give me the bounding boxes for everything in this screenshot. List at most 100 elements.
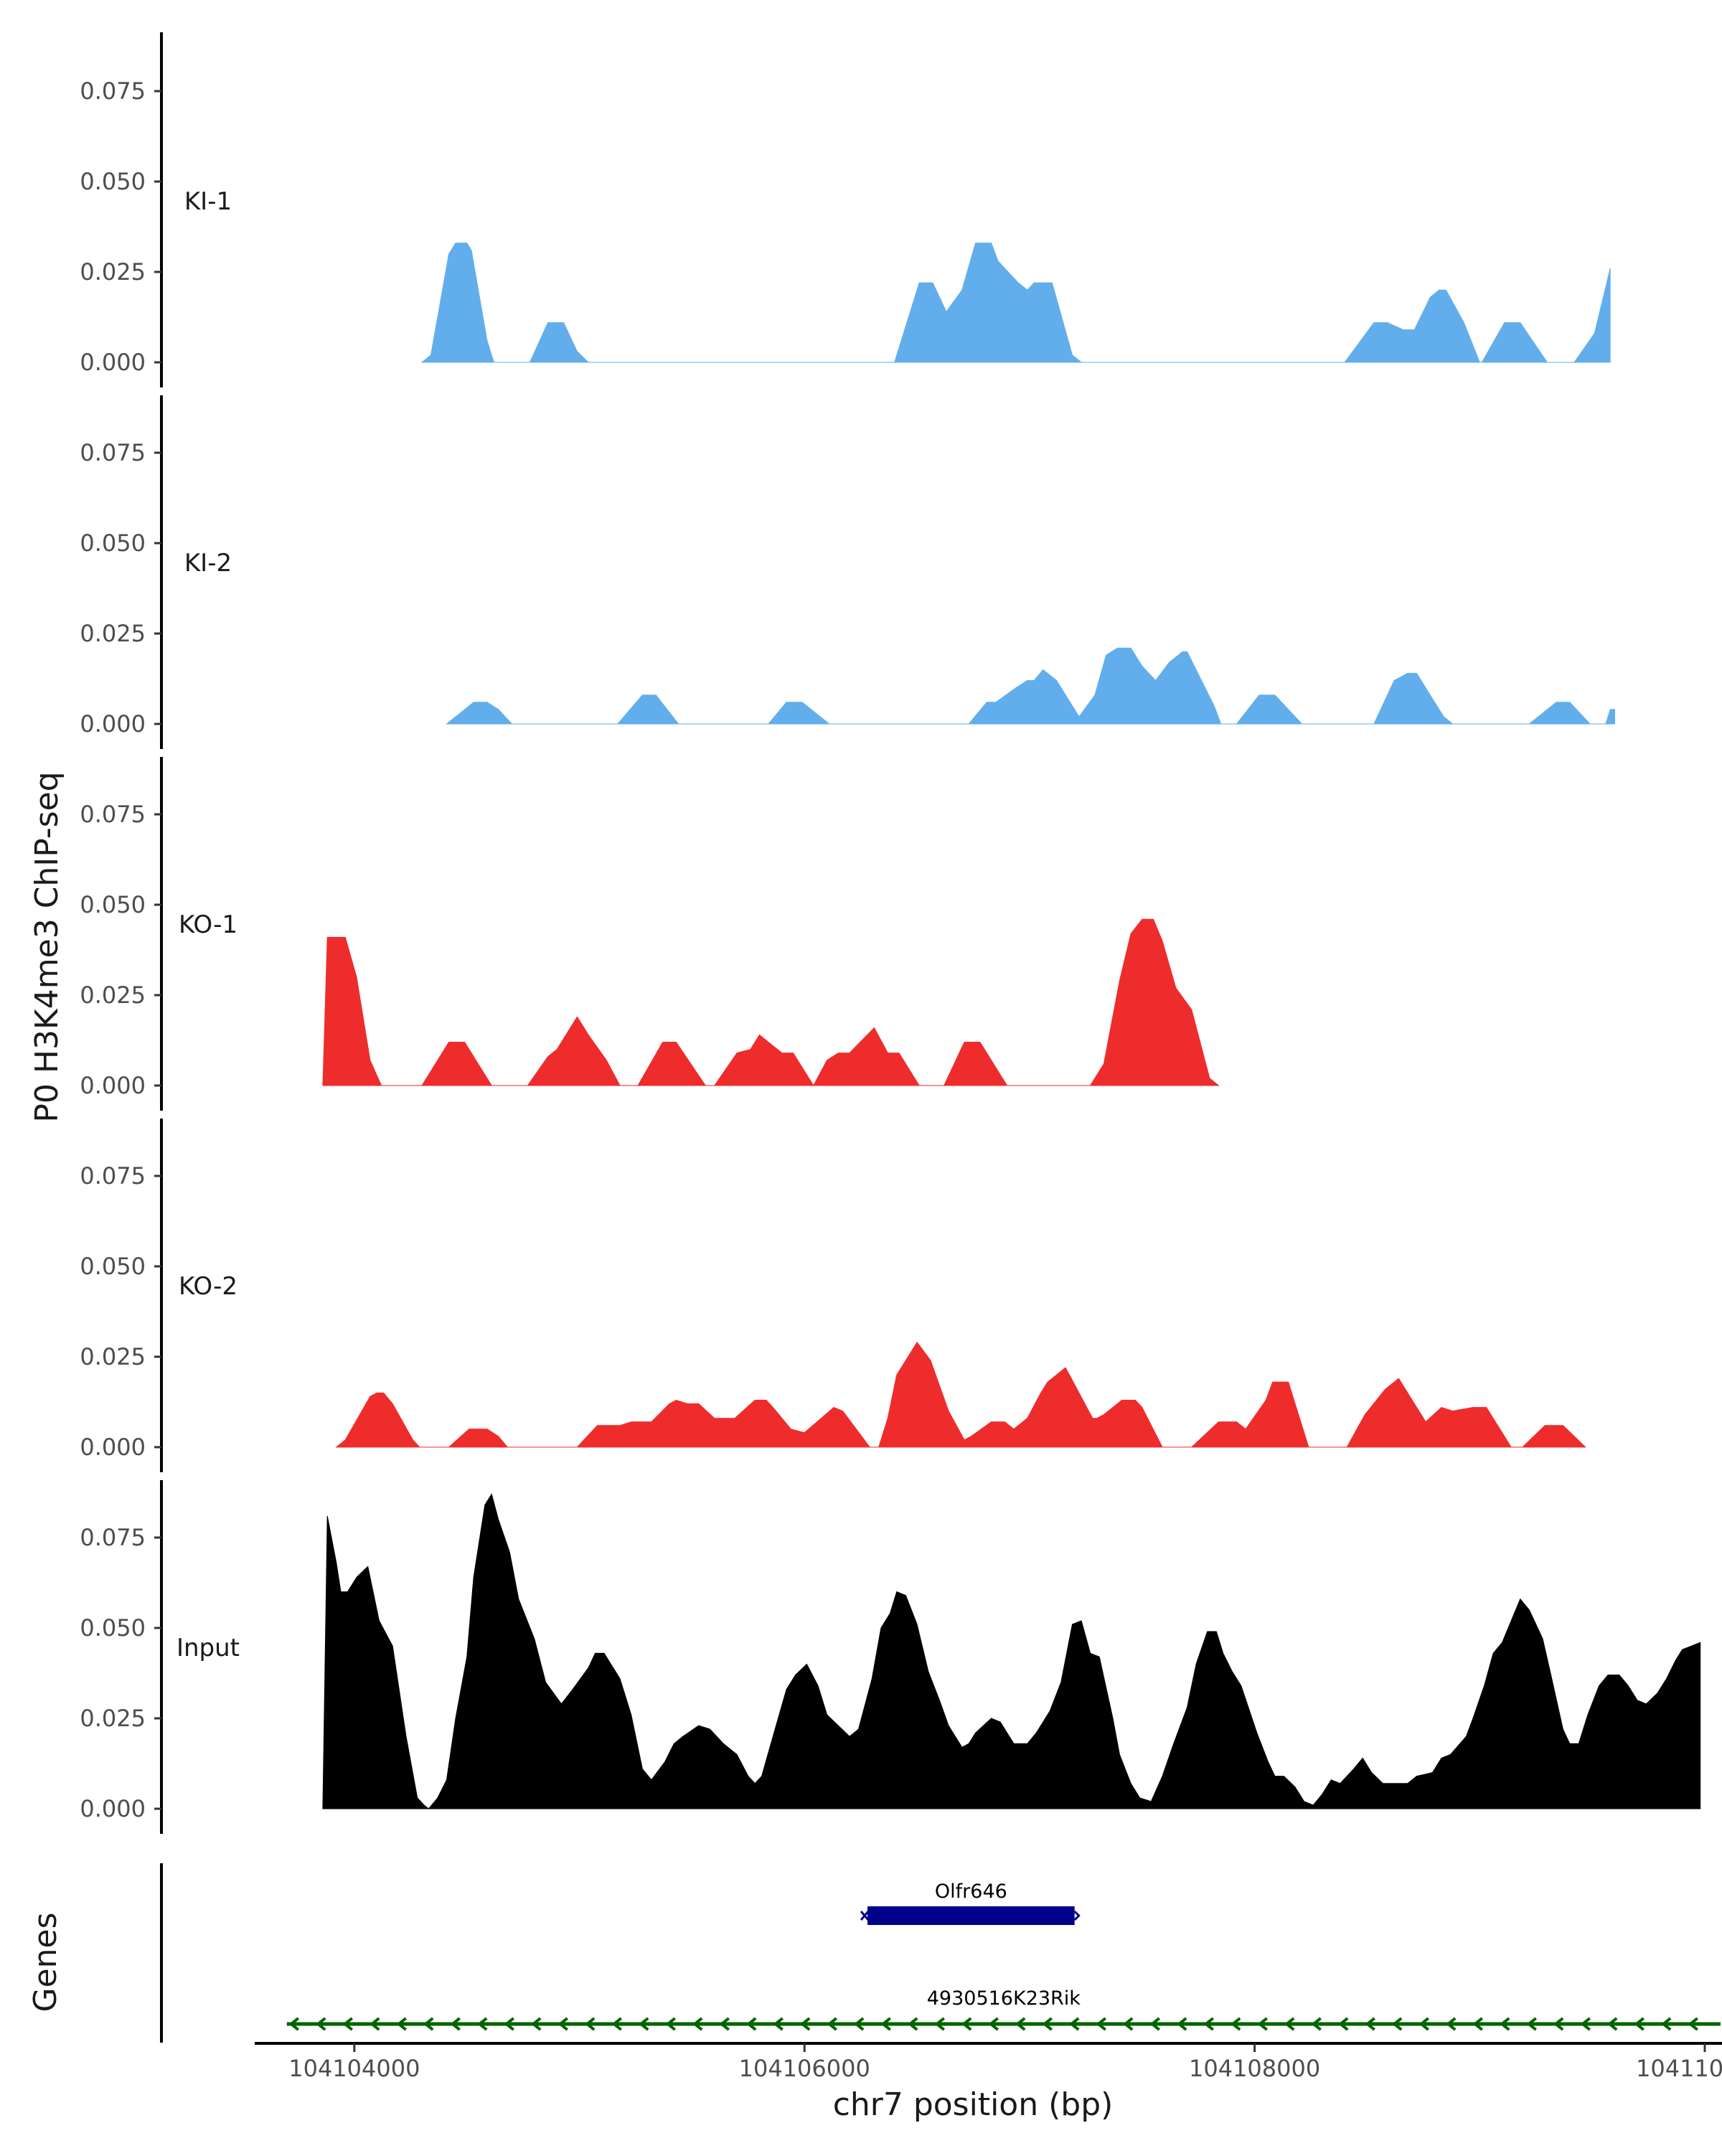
strand-arrow xyxy=(370,2017,380,2031)
strand-arrow xyxy=(450,2017,461,2031)
track-input: 0.000 0.025 0.050 0.075 Input xyxy=(80,1480,1701,1834)
gene-name-label: 4930516K23Rik xyxy=(927,1987,1081,2010)
strand-arrow xyxy=(880,2017,891,2031)
strand-arrow xyxy=(1607,2017,1618,2031)
gene-4930516k23rik: 4930516K23Rik xyxy=(286,1987,1721,2031)
strand-arrow xyxy=(1418,2017,1429,2031)
track-label: KI-2 xyxy=(184,549,232,578)
track-label: Input xyxy=(177,1634,240,1662)
track-ko-1: 0.000 0.025 0.050 0.075 KO-1 xyxy=(80,757,1220,1111)
track-ki-2: 0.000 0.025 0.050 0.075 KI-2 xyxy=(80,395,1615,749)
genes-track-label: Genes xyxy=(27,1912,64,2012)
tracks-layer: 0.0000.0250.0500.075KI-10.0000.0250.0500… xyxy=(80,32,1701,1834)
y-tick-label: 0.000 xyxy=(80,1434,146,1461)
y-tick-label: 0.050 xyxy=(80,1253,146,1280)
y-tick-label: 0.025 xyxy=(80,1705,146,1732)
strand-arrow xyxy=(423,2017,434,2031)
track-label: KO-1 xyxy=(179,910,237,939)
strand-arrow xyxy=(342,2017,353,2031)
y-tick-label: 0.075 xyxy=(80,1524,146,1551)
strand-arrow xyxy=(1177,2017,1187,2031)
strand-arrow xyxy=(1284,2017,1295,2031)
strand-arrow xyxy=(316,2017,326,2031)
strand-arrow xyxy=(665,2017,676,2031)
gene-olfr646: Olfr646 xyxy=(860,1880,1081,1925)
strand-arrow xyxy=(288,2017,299,2031)
strand-arrow xyxy=(557,2017,568,2031)
gene-end-mark xyxy=(1073,1910,1081,1921)
signal-area xyxy=(322,1493,1701,1809)
strand-arrow xyxy=(1472,2017,1483,2031)
track-label: KI-1 xyxy=(184,187,232,216)
strand-arrow xyxy=(934,2017,945,2031)
strand-arrow xyxy=(1123,2017,1134,2031)
strand-arrow xyxy=(1500,2017,1510,2031)
strand-arrow xyxy=(1069,2017,1080,2031)
strand-arrow xyxy=(773,2017,784,2031)
strand-arrow xyxy=(1257,2017,1268,2031)
strand-arrow xyxy=(1311,2017,1322,2031)
y-tick-label: 0.000 xyxy=(80,710,146,738)
strand-arrow xyxy=(1526,2017,1537,2031)
strand-arrow xyxy=(1149,2017,1160,2031)
strand-arrow xyxy=(719,2017,730,2031)
y-tick-label: 0.000 xyxy=(80,1072,146,1099)
strand-arrow xyxy=(961,2017,972,2031)
y-tick-label: 0.050 xyxy=(80,168,146,195)
y-tick-label: 0.050 xyxy=(80,1614,146,1642)
y-tick-label: 0.025 xyxy=(80,620,146,647)
strand-arrow xyxy=(1096,2017,1106,2031)
strand-arrow xyxy=(1231,2017,1241,2031)
strand-arrow xyxy=(988,2017,999,2031)
y-tick-label: 0.075 xyxy=(80,801,146,828)
y-tick-label: 0.025 xyxy=(80,258,146,286)
strand-arrow xyxy=(827,2017,837,2031)
strand-arrow xyxy=(1338,2017,1349,2031)
strand-arrow xyxy=(800,2017,811,2031)
strand-arrow xyxy=(1015,2017,1026,2031)
y-tick-label: 0.000 xyxy=(80,349,146,376)
x-tick-label: 104108000 xyxy=(1189,2055,1320,2082)
y-axis-title: P0 H3K4me3 ChIP-seq xyxy=(29,771,65,1122)
strand-arrow xyxy=(908,2017,918,2031)
x-tick-label: 104106000 xyxy=(739,2055,870,2082)
gene-body xyxy=(867,1906,1075,1925)
strand-arrow xyxy=(692,2017,703,2031)
signal-area xyxy=(420,243,1611,363)
strand-arrow xyxy=(639,2017,649,2031)
signal-area xyxy=(322,918,1220,1086)
strand-arrow xyxy=(1392,2017,1403,2031)
signal-area xyxy=(335,1341,1586,1448)
strand-arrow xyxy=(1688,2017,1698,2031)
gene-name-label: Olfr646 xyxy=(935,1880,1007,1903)
x-axis-title: chr7 position (bp) xyxy=(833,2086,1114,2123)
genes-layer: Olfr646 4930516K23Rik xyxy=(160,1863,1721,2043)
strand-arrow xyxy=(1042,2017,1053,2031)
signal-area xyxy=(446,647,1615,725)
strand-arrow xyxy=(1580,2017,1591,2031)
x-axis: 104104000 104106000 104108000 1041100 xyxy=(255,2042,1722,2082)
strand-arrow xyxy=(477,2017,488,2031)
strand-arrow xyxy=(1365,2017,1375,2031)
strand-arrow xyxy=(1203,2017,1214,2031)
strand-arrow xyxy=(1553,2017,1564,2031)
strand-arrow xyxy=(531,2017,542,2031)
strand-arrow xyxy=(1661,2017,1672,2031)
strand-arrow xyxy=(504,2017,514,2031)
track-ki-1: 0.000 0.025 0.050 0.075 KI-1 xyxy=(80,32,1611,387)
y-tick-label: 0.050 xyxy=(80,891,146,918)
y-tick-label: 0.025 xyxy=(80,1343,146,1370)
strand-arrow xyxy=(1634,2017,1645,2031)
y-tick-label: 0.050 xyxy=(80,529,146,557)
strand-arrow xyxy=(1446,2017,1457,2031)
strand-arrow xyxy=(854,2017,865,2031)
gene-start-mark xyxy=(860,1911,870,1921)
track-ko-2: 0.000 0.025 0.050 0.075 KO-2 xyxy=(80,1119,1586,1472)
strand-arrow xyxy=(396,2017,407,2031)
strand-arrow xyxy=(611,2017,622,2031)
strand-arrow xyxy=(585,2017,596,2031)
strand-arrow xyxy=(746,2017,757,2031)
y-tick-label: 0.000 xyxy=(80,1795,146,1822)
y-tick-label: 0.075 xyxy=(80,1162,146,1190)
